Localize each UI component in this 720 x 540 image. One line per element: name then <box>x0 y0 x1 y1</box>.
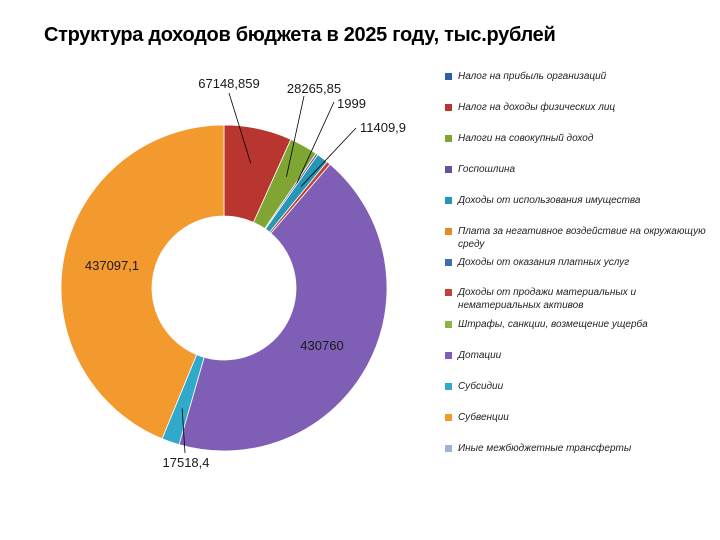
legend-label: Субсидии <box>458 381 504 392</box>
legend-label: Доходы от использования имущества <box>458 195 641 206</box>
data-label-11: 437097,1 <box>85 258 139 273</box>
legend-swatch <box>445 352 452 359</box>
legend-label: Налог на прибыль организаций <box>458 71 607 82</box>
data-label-3: 1999 <box>337 96 366 111</box>
leader-line-10 <box>181 408 186 454</box>
legend-swatch <box>445 445 452 452</box>
legend-swatch <box>445 321 452 328</box>
legend-label: Налог на доходы физических лиц <box>458 102 616 113</box>
data-label-9: 430760 <box>300 338 343 353</box>
legend-label: Дотации <box>458 350 502 361</box>
legend-label: Доходы от оказания платных услуг <box>458 257 630 268</box>
data-label-4: 11409,9 <box>360 120 406 135</box>
legend-swatch <box>445 135 452 142</box>
legend-swatch <box>445 73 452 80</box>
slice-11 <box>60 124 225 440</box>
legend-swatch <box>445 166 452 173</box>
leader-line-1 <box>228 92 252 164</box>
legend-label: Доходы от продажи материальных и нематер… <box>458 287 637 311</box>
legend-label: Налоги на совокупный доход <box>458 133 594 144</box>
legend-label: Субвенции <box>458 412 509 423</box>
legend-swatch <box>445 104 452 111</box>
legend-swatch <box>445 259 452 266</box>
legend-label: Плата за негативное воздействие на окруж… <box>458 226 706 250</box>
leader-line-4 <box>300 127 357 187</box>
data-label-1: 67148,859 <box>198 76 259 91</box>
legend-label: Штрафы, санкции, возмещение ущерба <box>458 319 648 330</box>
leader-line-2 <box>286 95 305 177</box>
chart-title: Структура доходов бюджета в 2025 году, т… <box>44 24 556 46</box>
legend-label: Госпошлина <box>458 164 516 175</box>
legend-swatch <box>445 289 452 296</box>
legend-swatch <box>445 228 452 235</box>
legend-swatch <box>445 197 452 204</box>
legend-swatch <box>445 383 452 390</box>
slice-9 <box>178 163 388 452</box>
data-label-10: 17518,4 <box>163 455 210 470</box>
legend-label: Иные межбюджетные трансферты <box>458 443 632 454</box>
legend-swatch <box>445 414 452 421</box>
leader-line-3 <box>296 101 335 184</box>
data-label-2: 28265,85 <box>287 81 341 96</box>
